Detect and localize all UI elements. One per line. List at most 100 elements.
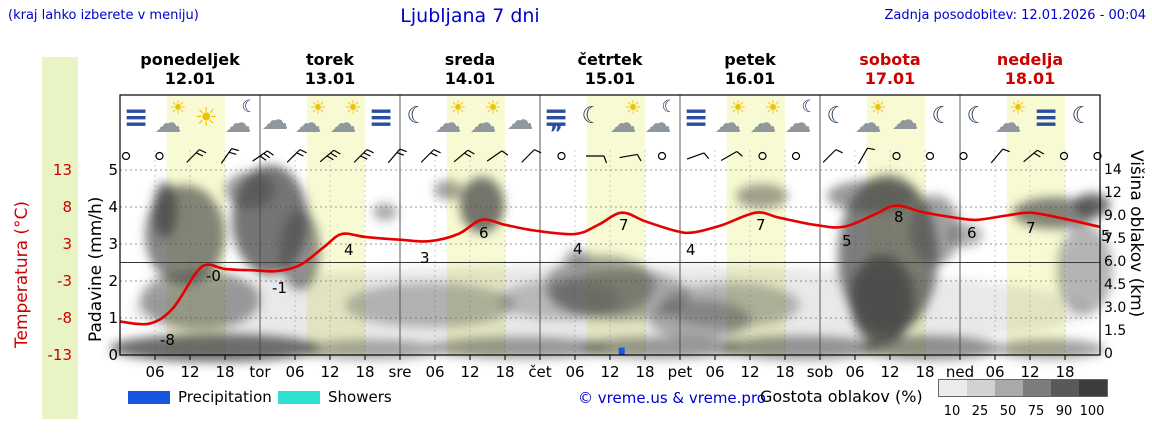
sun-cloud-icon: ☀ ☁ [855,99,891,141]
x-tick-label: 06 [845,363,865,381]
day-header-četrtek: četrtek 15.01 [540,50,680,88]
fog-icon: ≡ [365,99,401,141]
moon-cloud-icon: ☾ ☁ [645,99,681,141]
page-title: Ljubljana 7 dni [400,5,540,27]
fog-icon: ≡ [1030,99,1066,141]
temperature-tick-label: -8 [57,309,72,327]
day-name: torek [305,50,355,69]
day-date: 12.01 [164,69,216,88]
day-name: ponedeljek [140,50,240,69]
sun-glyph: ☀ [624,97,642,119]
cloud-glyph: ☁ [224,108,252,139]
cloud-glyph: ☁ [329,108,357,139]
x-tick-label: 12 [600,363,620,381]
temperature-value-label: 4 [573,240,583,258]
cloud-glyph: ☁ [434,108,462,139]
cloud-density-tick-labels: 10 25 50 75 90 100 [938,400,1106,419]
moon-icon: ☾ [820,99,856,141]
moon-icon: ☾ [960,99,996,141]
density-tick-label: 90 [1055,404,1073,419]
moon-icon: ☾ [575,99,611,141]
legend-showers: Showers [278,388,392,406]
precipitation-tick-label: 3 [108,235,118,253]
moon-cloud-icon: ☾ ☁ [785,99,821,141]
sun-glyph: ☀ [344,97,362,119]
x-tick-label: pet [667,363,693,381]
day-date: 15.01 [584,69,636,88]
wind-barb-icon [252,150,274,162]
x-tick-label: 18 [915,363,935,381]
day-name: četrtek [577,50,643,69]
sun-glyph: ☀ [194,103,218,133]
wind-barb-icon [387,148,407,164]
cloud-height-tick-label: 12 [1104,185,1122,201]
moon-glyph: ☾ [241,97,257,117]
cloud-glyph: ☁ [261,105,289,136]
cloud-icon: ☁ [890,99,926,141]
sun-cloud-icon: ☀ ☁ [715,99,751,141]
temperature-value-label: 6 [479,224,489,242]
moon-glyph: ☾ [826,103,848,129]
moon-cloud-icon: ☾ ☁ [225,99,261,141]
temperature-value-label: 4 [686,241,696,259]
x-tick-label: 06 [145,363,165,381]
last-update-text: Zadnja posodobitev: 12.01.2026 - 00:04 [884,8,1146,23]
wind-barb-icon [1023,149,1045,163]
density-segment [995,380,1023,396]
wind-barb-icon [420,149,441,163]
moon-glyph: ☾ [581,103,603,129]
temperature-value-label: 5 [842,232,852,250]
cloud-glyph: ☁ [506,105,534,136]
wind-barb-icon [822,149,843,163]
sun-cloud-icon: ☀ ☁ [610,99,646,141]
moon-glyph: ☾ [801,97,817,117]
cloud-glyph: ☁ [714,108,742,139]
credit-link[interactable]: © vreme.us & vreme.pro [578,389,766,407]
sun-glyph: ☀ [484,97,502,119]
wind-calm-icon [155,151,164,161]
sun-cloud-icon: ☀ ☁ [750,99,786,141]
sun-cloud-icon: ☀ ☁ [330,99,366,141]
cloud-glyph: ☁ [784,108,812,139]
precipitation-label: Precipitation [178,388,272,406]
day-date: 16.01 [724,69,776,88]
wind-barb-icon [686,152,710,160]
x-tick-label: 06 [565,363,585,381]
wind-barb-icon [453,149,475,163]
wind-barb-icon [220,148,239,164]
wind-barb-icon [586,155,608,164]
density-segment [1051,380,1079,396]
sun-cloud-icon: ☀ ☁ [295,99,331,141]
fog-icon: ≡ [120,99,156,141]
day-header-petek: petek 16.01 [680,50,820,88]
temperature-tick-label: -13 [47,346,73,364]
x-tick-label: 18 [635,363,655,381]
temperature-value-label: 7 [756,216,766,234]
x-tick-label: 06 [425,363,445,381]
drizzle-icon: ≡” [540,99,576,144]
day-name: nedelja [996,50,1064,69]
wind-barb-icon [486,150,509,162]
x-tick-label: 06 [285,363,305,381]
precipitation-swatch [128,390,170,404]
temperature-tick-label: 8 [62,198,72,216]
x-tick-label: 06 [705,363,725,381]
cloud-height-tick-label: 14 [1104,162,1122,178]
moon-glyph: ☾ [931,103,953,129]
precipitation-tick-label: 1 [108,309,118,327]
temperature-line [119,204,1101,326]
cloud-height-tick-label: 3.0 [1104,300,1127,316]
sun-glyph: ☀ [729,97,747,119]
day-header-sreda: sreda 14.01 [400,50,540,88]
temperature-value-label: 4 [344,241,354,259]
x-tick-label: 18 [215,363,235,381]
wind-calm-icon [959,151,968,161]
moon-glyph: ☾ [406,103,428,129]
fog-glyph: ≡ [1033,100,1059,135]
wind-barb-icon [286,149,307,163]
temperature-tick-label: 3 [62,235,72,253]
sun-glyph: ☀ [169,97,187,119]
fog-icon: ≡ [680,99,716,141]
wind-calm-icon [758,151,767,161]
